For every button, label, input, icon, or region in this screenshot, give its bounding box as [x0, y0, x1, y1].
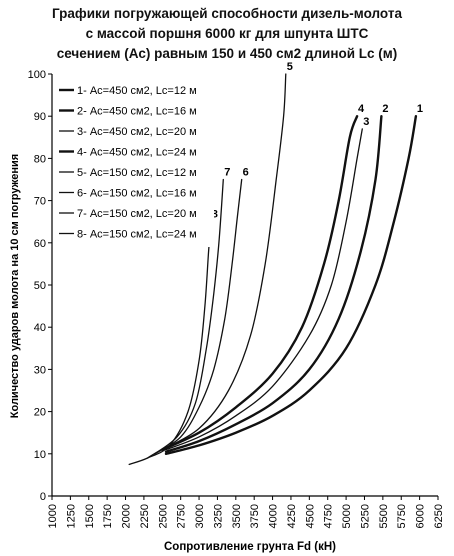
x-tick-label: 3000	[194, 504, 206, 528]
chart-title-line-3: сечением (Ас) равным 150 и 450 см2 длино…	[56, 46, 398, 61]
series-end-label-8: 8	[212, 209, 218, 221]
series-line-7	[146, 178, 224, 459]
x-tick-label: 4500	[304, 504, 316, 528]
y-tick-label: 60	[34, 238, 46, 250]
x-tick-label: 5250	[359, 504, 371, 528]
x-tick-label: 3750	[249, 504, 261, 528]
axes: 0 10 20 30 40 50 60 70 80 90 100 1000 1250 1500 1750 20…	[28, 69, 445, 528]
legend-entry-1: 1- Ас=450 см2, Lc=12 м	[77, 85, 197, 97]
legend-entry-7: 7- Ас=150 см2, Lc=20 м	[77, 208, 197, 220]
y-tick-label: 10	[34, 449, 46, 461]
x-tick-label: 1750	[102, 504, 114, 528]
x-tick-label: 6250	[433, 504, 445, 528]
series-line-2	[164, 115, 383, 453]
series-end-label-5: 5	[287, 61, 293, 73]
chart-title-line-2: с массой поршня 6000 кг для шпунта ШТС	[85, 26, 369, 41]
x-tick-label: 5750	[396, 504, 408, 528]
series-end-label-2: 2	[382, 103, 388, 115]
y-tick-label: 90	[34, 111, 46, 123]
y-tick-label: 100	[28, 69, 46, 81]
x-axis-label: Сопротивление грунта Fd (кН)	[164, 541, 336, 553]
series-end-label-7: 7	[224, 167, 230, 179]
series-end-label-3: 3	[363, 116, 369, 128]
series-line-3	[165, 128, 363, 451]
y-tick-label: 0	[40, 491, 46, 503]
series-end-label-4: 4	[358, 103, 365, 115]
y-axis-label: Количество ударов молота на 10 см погруж…	[9, 154, 21, 418]
series-end-label-1: 1	[417, 103, 423, 115]
legend-entry-6: 6- Ас=150 см2, Lc=16 м	[77, 188, 197, 200]
y-tick-label: 40	[34, 322, 46, 334]
x-tick-label: 4000	[268, 504, 280, 528]
legend-box	[56, 79, 214, 247]
x-tick-label: 3500	[231, 504, 243, 528]
series-end-label-6: 6	[243, 167, 249, 179]
x-tick-label: 6000	[415, 504, 427, 528]
x-tick-label: 1500	[84, 504, 96, 528]
x-tick-label: 2750	[176, 504, 188, 528]
legend-entry-4: 4- Ас=450 см2, Lc=24 м	[77, 147, 197, 159]
y-tick-label: 30	[34, 364, 46, 376]
legend: 1- Ас=450 см2, Lc=12 м 2- Ас=450 см2, Lc=…	[56, 79, 214, 247]
x-tick-label: 1000	[47, 504, 59, 528]
series-line-6	[154, 178, 243, 455]
legend-entry-2: 2- Ас=450 см2, Lc=16 м	[77, 106, 197, 118]
x-tick-label: 5500	[378, 504, 390, 528]
x-tick-label: 2250	[139, 504, 151, 528]
x-tick-label: 4250	[286, 504, 298, 528]
series-line-1	[164, 115, 418, 455]
chart-title-line-1: Графики погружающей способности дизель-м…	[52, 6, 402, 21]
y-tick-label: 70	[34, 196, 46, 208]
series-line-8	[128, 221, 212, 466]
x-tick-label: 1250	[65, 504, 77, 528]
series-layer: 1 2 34 5 6 7 8	[128, 61, 423, 466]
y-tick-label: 50	[34, 280, 46, 292]
y-tick-label: 80	[34, 153, 46, 165]
x-tick-label: 2500	[157, 504, 169, 528]
x-tick-label: 2000	[121, 504, 133, 528]
legend-entry-5: 5- Ас=150 см2, Lc=12 м	[77, 167, 197, 179]
x-tick-label: 4750	[323, 504, 335, 528]
x-tick-label: 5000	[341, 504, 353, 528]
x-tick-label: 3250	[212, 504, 224, 528]
y-tick-label: 20	[34, 407, 46, 419]
legend-entry-8: 8- Ас=150 см2, Lc=24 м	[77, 229, 197, 241]
series-line-5	[161, 73, 287, 451]
series-line-4	[161, 115, 359, 451]
legend-entry-3: 3- Ас=450 см2, Lc=20 м	[77, 126, 197, 138]
